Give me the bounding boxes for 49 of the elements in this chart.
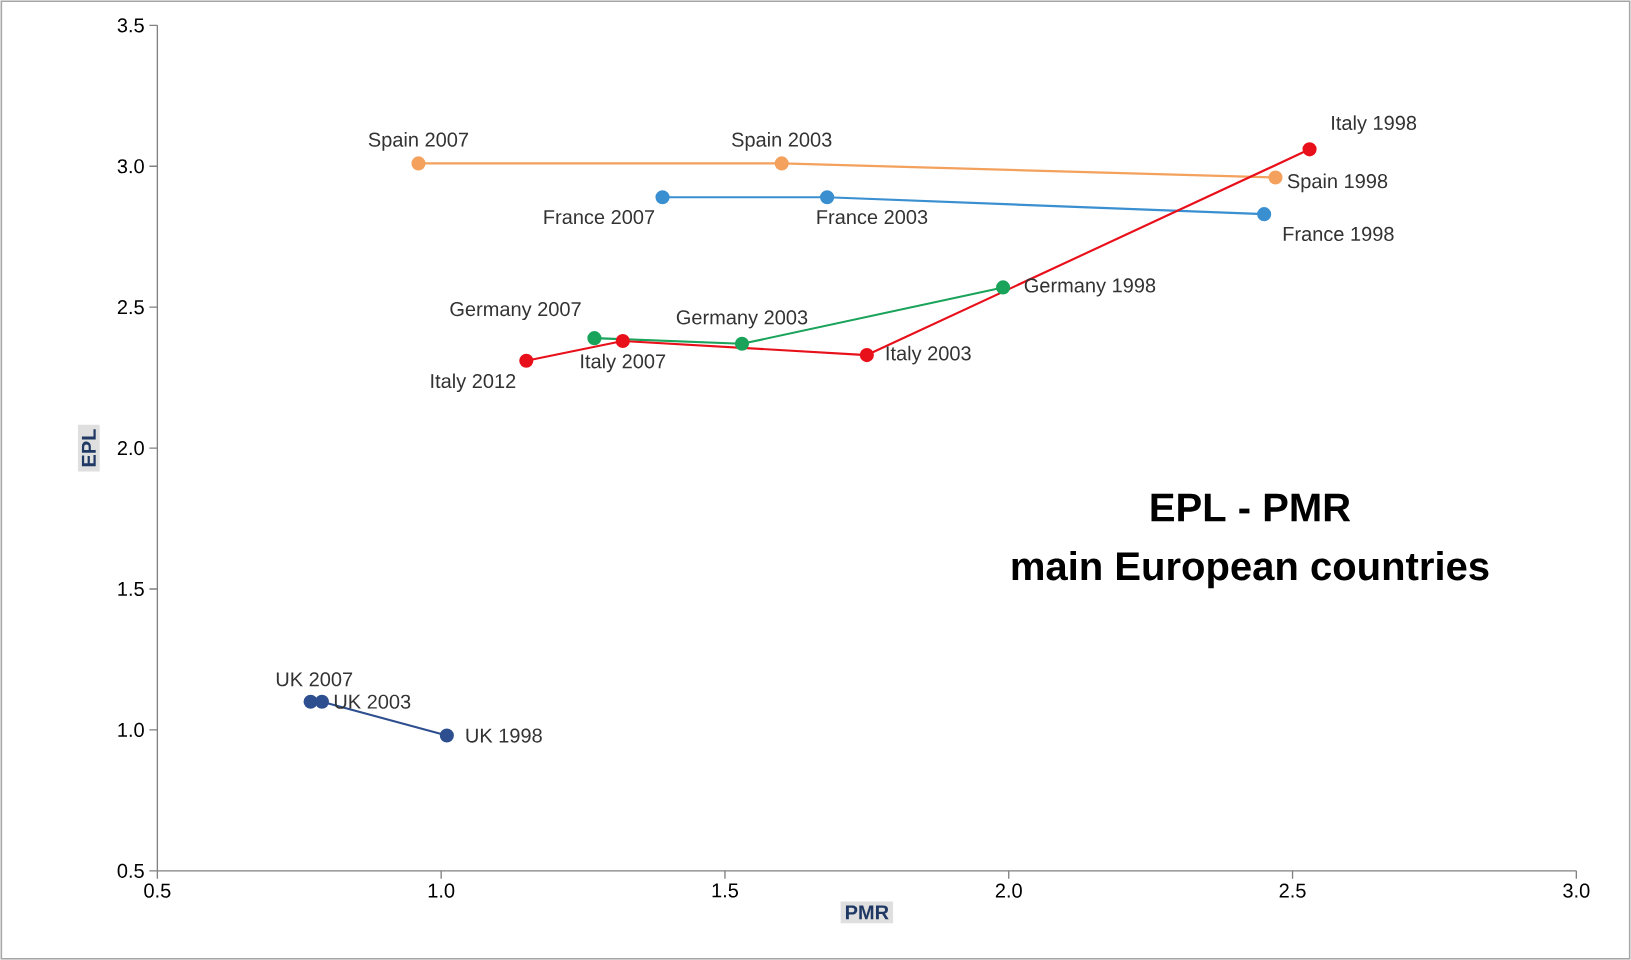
annotation: France 1998 [1283,226,1394,241]
point [303,694,318,709]
annotation: Italy 2012 [431,373,516,392]
point [774,156,789,171]
annotation: France 2007 [544,209,655,225]
x-tick-label: 2.5 [1279,883,1306,898]
point [615,333,630,348]
point [587,331,602,346]
annotation: Germany 2003 [676,310,808,329]
y-tick-label: 1.0 [118,722,144,737]
point [996,280,1011,295]
x-tick-label: 3.0 [1563,883,1590,898]
y-tick-label: 1.5 [118,581,144,596]
y-tick-label: 2.0 [117,440,144,456]
point [519,353,534,368]
annotation: Spain 2007 [368,131,469,151]
y-tick-label: 2.5 [117,299,144,315]
annotation: Italy 2007 [581,353,666,373]
annotation: Germany 1998 [1024,278,1156,297]
annotation: UK 2007 [276,672,353,687]
text: main European countries [1012,550,1489,589]
x-tick-label: 1.0 [428,883,455,898]
point [734,336,750,351]
annotation: Germany 2007 [450,301,581,321]
annotation: Spain 1998 [1287,173,1388,193]
point [1257,206,1272,222]
point [439,728,454,743]
y-tick-label: 3.5 [117,18,144,33]
text: EPL - PMR [1151,493,1351,522]
point [859,347,874,363]
x-axis-title: PMR [845,905,889,920]
point [655,190,670,205]
point [820,190,835,205]
y-tick-label: 0.5 [117,863,144,878]
annotation: UK 2003 [334,694,411,709]
annotation: Spain 2003 [732,131,832,151]
point [314,694,330,709]
x-tick-label: 1.5 [712,883,739,898]
annotation: France 2003 [817,209,928,225]
annotation: Italy 1998 [1332,115,1417,134]
annotation: Italy 2003 [886,345,971,365]
point [411,156,426,171]
x-tick-label: 2.0 [995,883,1022,898]
point [1268,170,1283,185]
annotation: UK 1998 [466,728,542,743]
point [1302,142,1317,157]
y-axis-title: EPL [81,429,96,467]
y-tick-label: 3.0 [117,159,144,174]
x-tick-label: 0.5 [144,883,171,898]
